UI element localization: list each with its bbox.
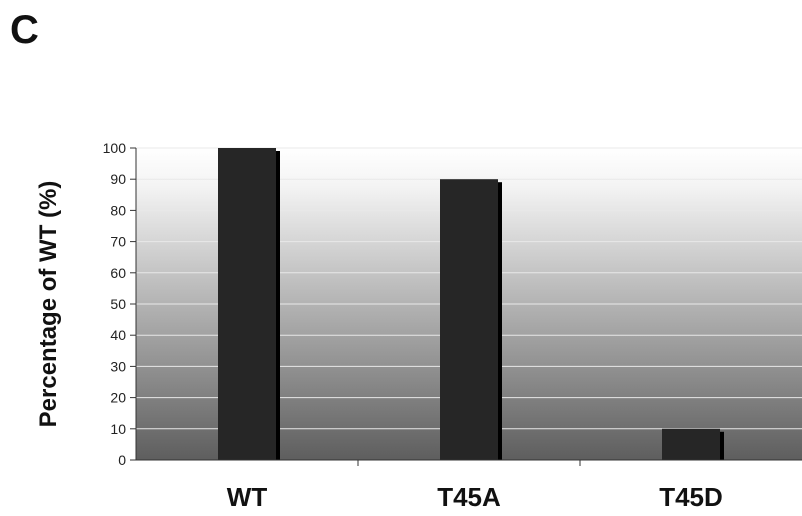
y-tick-label: 20 [110,390,126,406]
x-category-label: T45A [437,482,501,512]
x-category-label: T45D [659,482,723,512]
y-axis-title: Percentage of WT (%) [35,181,62,428]
y-tick-label: 90 [110,171,126,187]
bar-wt [218,148,276,460]
y-tick-labels: 0 10 20 30 40 50 60 70 80 90 100 [103,140,127,468]
y-tick-label: 80 [110,202,126,218]
panel-letter: C [10,8,39,52]
y-tick-label: 100 [103,140,127,156]
y-tick-label: 30 [110,358,126,374]
x-category-label: WT [227,482,268,512]
bar-t45d [662,428,720,460]
y-tick-label: 60 [110,265,126,281]
y-tick-label: 70 [110,234,126,250]
y-tick-label: 40 [110,327,126,343]
y-tick-label: 50 [110,296,126,312]
y-tick-label: 10 [110,421,126,437]
x-category-labels: WT T45A T45D [227,482,723,512]
bars [218,148,724,460]
y-tick-label: 0 [118,452,126,468]
axes [130,147,802,466]
bar-t45a [440,179,498,460]
